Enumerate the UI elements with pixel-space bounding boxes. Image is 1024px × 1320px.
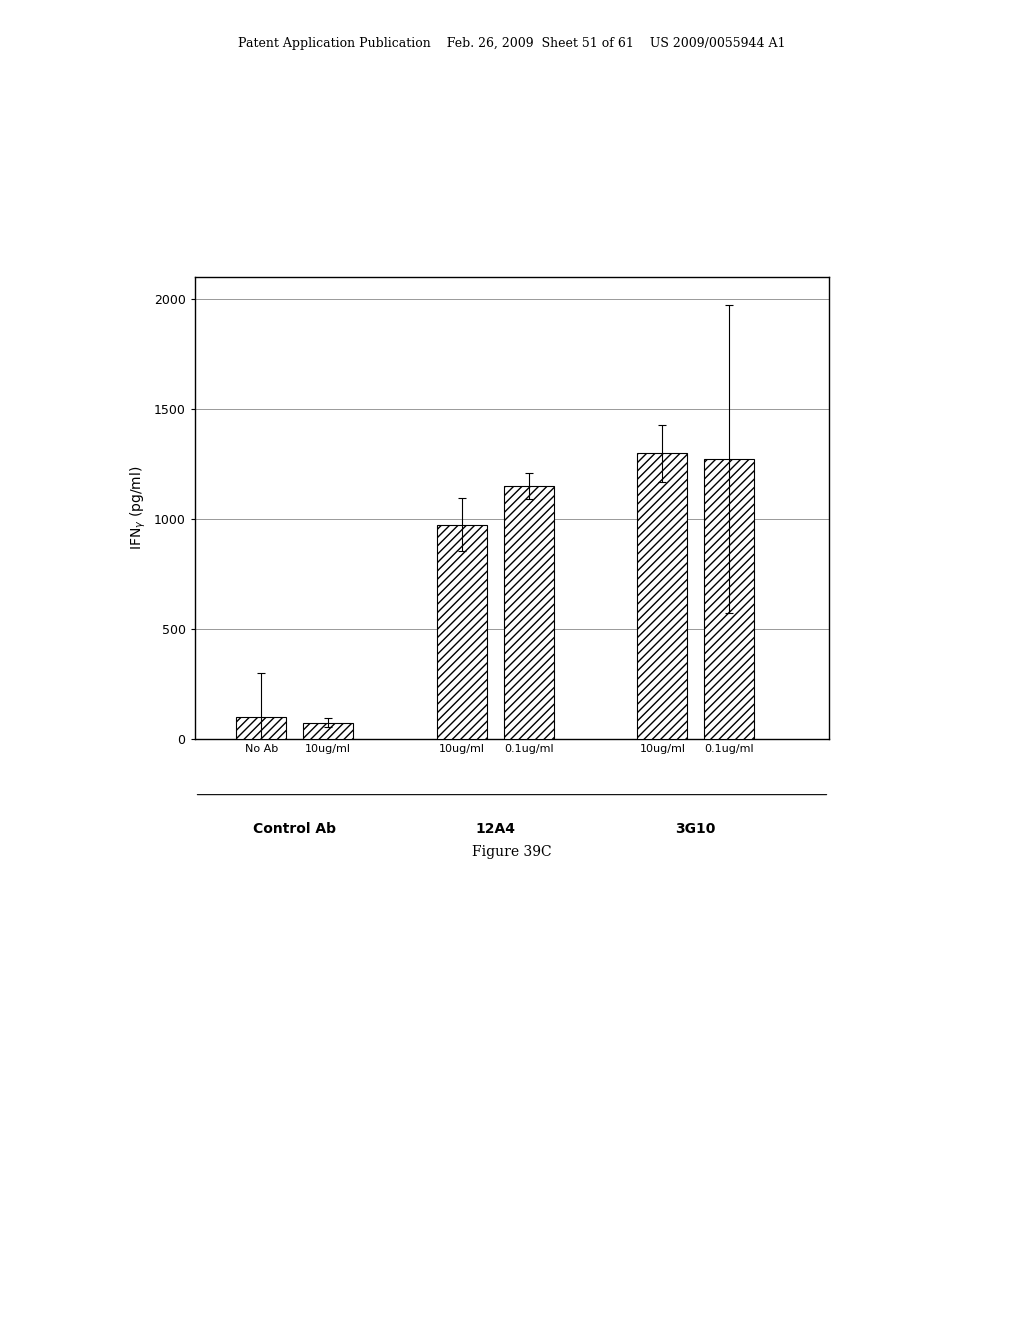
Bar bbox=[504, 486, 554, 739]
Text: Patent Application Publication    Feb. 26, 2009  Sheet 51 of 61    US 2009/00559: Patent Application Publication Feb. 26, … bbox=[239, 37, 785, 50]
Bar bbox=[303, 723, 353, 739]
Text: 12A4: 12A4 bbox=[475, 822, 515, 837]
Bar bbox=[705, 459, 755, 739]
Bar bbox=[437, 525, 487, 739]
Bar bbox=[237, 717, 287, 739]
Text: Control Ab: Control Ab bbox=[253, 822, 336, 837]
Text: 3G10: 3G10 bbox=[676, 822, 716, 837]
Text: Figure 39C: Figure 39C bbox=[472, 845, 552, 859]
Bar bbox=[637, 453, 687, 739]
Y-axis label: IFN$_\gamma$ (pg/ml): IFN$_\gamma$ (pg/ml) bbox=[129, 466, 148, 550]
